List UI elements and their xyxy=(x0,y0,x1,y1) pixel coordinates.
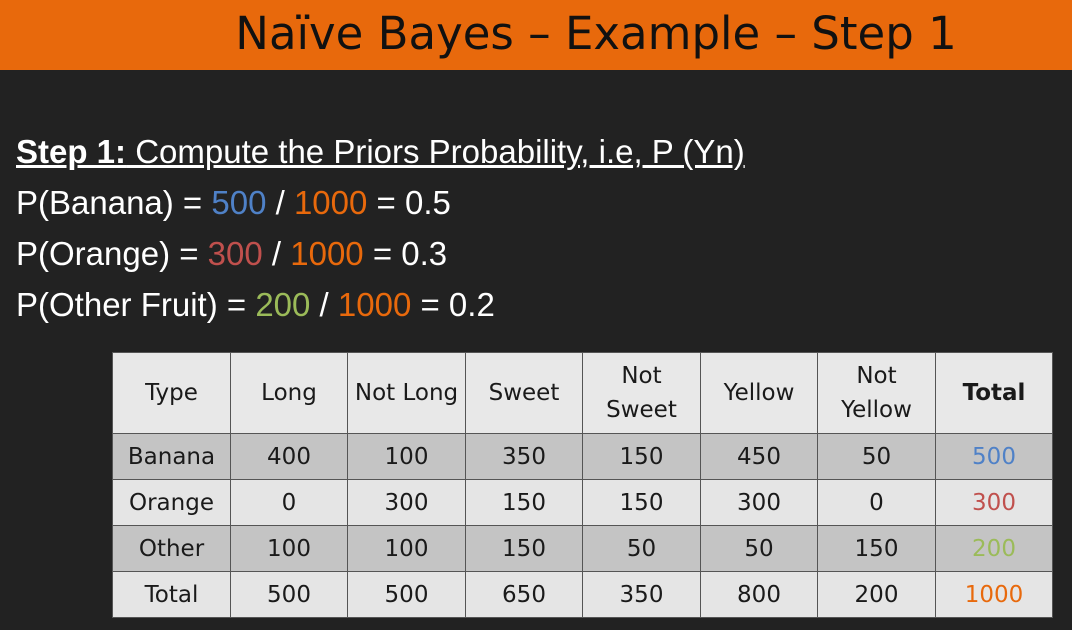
prior-total: 1000 xyxy=(337,286,412,323)
slide-title: Naïve Bayes – Example – Step 1 xyxy=(235,7,957,60)
frequency-table: Type Long Not Long Sweet Not Sweet Yello… xyxy=(112,352,1053,618)
prior-count: 500 xyxy=(211,184,267,221)
table-cell: 100 xyxy=(230,525,348,572)
table-cell: 150 xyxy=(582,479,701,526)
table-cell-total: 500 xyxy=(935,433,1053,480)
step-heading: Step 1: Compute the Priors Probability, … xyxy=(16,126,745,177)
table-cell: 300 xyxy=(700,479,818,526)
table-cell: 450 xyxy=(700,433,818,480)
prior-prefix: P(Banana) = xyxy=(16,184,212,221)
table-cell: 0 xyxy=(230,479,348,526)
prior-banana: P(Banana) = 500 / 1000 = 0.5 xyxy=(16,177,745,228)
table-cell: 400 xyxy=(230,433,348,480)
step-description: Compute the Priors Probability, i.e, P (… xyxy=(126,133,745,170)
prior-result: = 0.3 xyxy=(363,235,448,272)
table-cell: 150 xyxy=(465,479,583,526)
header-cell-total: Total xyxy=(935,352,1053,434)
prior-prefix: P(Other Fruit) = xyxy=(16,286,256,323)
header-cell-long: Long xyxy=(230,352,348,434)
prior-separator: / xyxy=(310,286,338,323)
table-cell: 500 xyxy=(230,571,348,618)
title-bar: Naïve Bayes – Example – Step 1 xyxy=(0,0,1072,70)
table-cell: 350 xyxy=(465,433,583,480)
table-cell: 50 xyxy=(582,525,701,572)
prior-separator: / xyxy=(262,235,291,272)
table-row-total: Total 500 500 650 350 800 200 1000 xyxy=(112,571,1053,618)
table-header-row: Type Long Not Long Sweet Not Sweet Yello… xyxy=(112,352,1053,434)
prior-total: 1000 xyxy=(293,184,368,221)
table-cell-total: 200 xyxy=(935,525,1053,572)
prior-count: 300 xyxy=(207,235,263,272)
prior-separator: / xyxy=(266,184,294,221)
prior-prefix: P(Orange) = xyxy=(16,235,208,272)
header-cell-sweet: Sweet xyxy=(465,352,583,434)
table-cell: Orange xyxy=(112,479,231,526)
table-row-other: Other 100 100 150 50 50 150 200 xyxy=(112,525,1053,572)
table-cell: 300 xyxy=(347,479,466,526)
table-row-orange: Orange 0 300 150 150 300 0 300 xyxy=(112,479,1053,526)
prior-orange: P(Orange) = 300 / 1000 = 0.3 xyxy=(16,228,745,279)
table-cell: 100 xyxy=(347,525,466,572)
header-cell-not-sweet: Not Sweet xyxy=(582,352,701,434)
prior-total: 1000 xyxy=(290,235,364,272)
header-cell-yellow: Yellow xyxy=(700,352,818,434)
prior-other-fruit: P(Other Fruit) = 200 / 1000 = 0.2 xyxy=(16,279,745,330)
header-cell-type: Type xyxy=(112,352,231,434)
table-cell: Total xyxy=(112,571,231,618)
header-cell-not-yellow: Not Yellow xyxy=(817,352,936,434)
table-cell: 650 xyxy=(465,571,583,618)
table-cell: 800 xyxy=(700,571,818,618)
table-cell: 150 xyxy=(582,433,701,480)
table-cell: Other xyxy=(112,525,231,572)
table-cell: 50 xyxy=(700,525,818,572)
table-cell: 100 xyxy=(347,433,466,480)
table-cell: 150 xyxy=(817,525,936,572)
table-cell: 50 xyxy=(817,433,936,480)
content-area: Step 1: Compute the Priors Probability, … xyxy=(16,126,745,330)
table-cell: 200 xyxy=(817,571,936,618)
prior-count: 200 xyxy=(255,286,311,323)
table-cell-total: 1000 xyxy=(935,571,1053,618)
prior-result: = 0.5 xyxy=(367,184,451,221)
table-cell: 350 xyxy=(582,571,701,618)
table-cell: 500 xyxy=(347,571,466,618)
table-cell: Banana xyxy=(112,433,231,480)
step-label: Step 1: xyxy=(16,133,127,170)
prior-result: = 0.2 xyxy=(411,286,495,323)
table-row-banana: Banana 400 100 350 150 450 50 500 xyxy=(112,433,1053,480)
header-cell-not-long: Not Long xyxy=(347,352,466,434)
table-cell: 150 xyxy=(465,525,583,572)
table-cell: 0 xyxy=(817,479,936,526)
table-cell-total: 300 xyxy=(935,479,1053,526)
